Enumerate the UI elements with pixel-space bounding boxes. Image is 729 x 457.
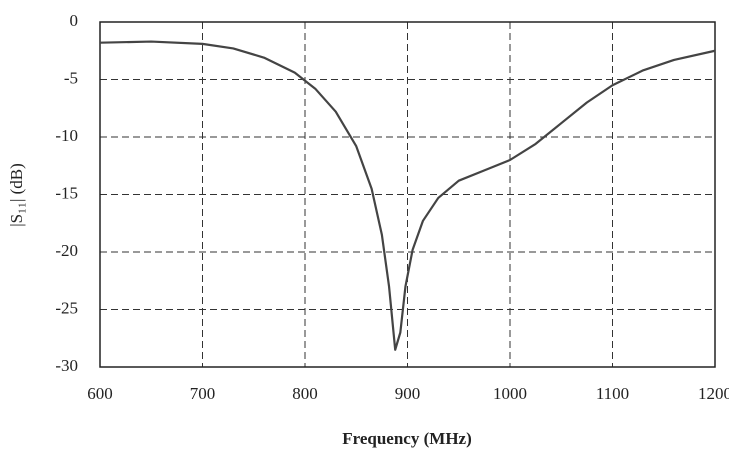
x-tick-label: 900 bbox=[395, 384, 421, 403]
x-tick-label: 800 bbox=[292, 384, 318, 403]
y-tick-label: -20 bbox=[55, 241, 78, 260]
x-tick-label: 1200 bbox=[698, 384, 729, 403]
x-tick-label: 1100 bbox=[596, 384, 629, 403]
y-axis-label: |S₁₁| (dB) bbox=[7, 163, 26, 227]
y-tick-label: -5 bbox=[64, 68, 78, 87]
y-tick-label: 0 bbox=[70, 11, 79, 30]
plot-frame bbox=[99, 21, 716, 368]
y-tick-label: -10 bbox=[55, 126, 78, 145]
data-line bbox=[99, 40, 716, 351]
y-tick-label: -30 bbox=[55, 356, 78, 375]
y-tick-label: -15 bbox=[55, 183, 78, 202]
x-tick-label: 700 bbox=[190, 384, 216, 403]
y-tick-label: -25 bbox=[55, 298, 78, 317]
x-tick-label: 600 bbox=[87, 384, 113, 403]
x-tick-label: 1000 bbox=[493, 384, 527, 403]
x-axis-label: Frequency (MHz) bbox=[342, 429, 472, 448]
